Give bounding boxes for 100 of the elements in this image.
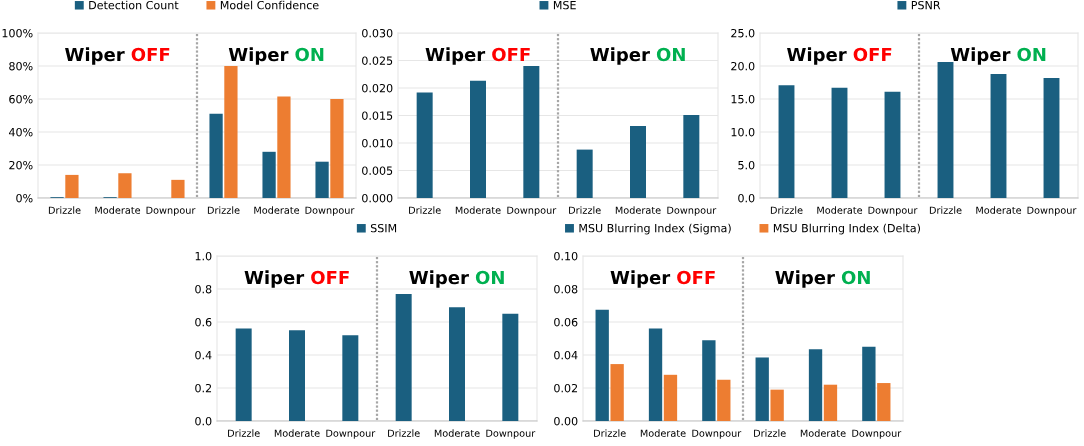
y-tick-label: 0.08 <box>554 284 578 294</box>
y-tick-label: 10.0 <box>731 127 755 137</box>
x-tick-label: Moderate <box>434 429 480 437</box>
bar <box>470 80 486 198</box>
x-tick-label: Moderate <box>800 429 846 437</box>
x-tick-label: Drizzle <box>228 429 260 437</box>
y-tick-label: 100% <box>2 28 33 38</box>
bar <box>862 346 876 421</box>
y-tick-label: 0.025 <box>362 56 393 65</box>
bar <box>171 179 185 198</box>
x-tick-label: Downpour <box>507 206 557 216</box>
bar <box>118 173 132 198</box>
bar <box>630 125 646 198</box>
x-tick-label: Downpour <box>1027 206 1077 216</box>
bar <box>224 66 238 198</box>
y-tick-label: 0.6 <box>195 317 212 327</box>
x-tick-label: Moderate <box>274 429 320 437</box>
bar <box>823 384 838 421</box>
y-tick-label: 15.0 <box>731 94 755 104</box>
y-tick-label: 0% <box>16 193 33 203</box>
x-tick-label: Drizzle <box>929 206 962 214</box>
y-tick-label: 5.0 <box>738 160 755 170</box>
bar <box>289 330 305 421</box>
annotation: Wiper ON <box>590 47 685 65</box>
x-tick-label: Moderate <box>95 206 141 214</box>
bar <box>235 328 252 421</box>
annotation: Wiper ON <box>409 270 504 288</box>
x-tick-label: Drizzle <box>409 206 441 214</box>
y-tick-label: 0.005 <box>362 166 393 175</box>
bar <box>717 379 731 421</box>
y-tick-label: 0.0 <box>738 193 755 203</box>
bar <box>330 99 344 198</box>
bar <box>755 357 769 421</box>
y-tick-label: 20% <box>9 160 33 170</box>
y-tick-label: 40% <box>8 127 33 137</box>
bar <box>449 307 465 421</box>
y-tick-label: 0.06 <box>554 317 578 327</box>
x-tick-label: Downpour <box>852 429 902 439</box>
bar <box>595 309 609 421</box>
y-tick-label: 60% <box>9 94 33 104</box>
bar <box>683 114 700 198</box>
y-tick-label: 0.04 <box>554 350 578 360</box>
x-tick-label: Drizzle <box>770 206 803 214</box>
x-tick-label: Drizzle <box>754 429 786 437</box>
y-tick-label: 0.4 <box>195 350 212 360</box>
y-tick-label: 20.0 <box>731 61 755 71</box>
y-tick-label: 0.020 <box>362 83 393 93</box>
bar <box>262 151 276 198</box>
legend-label: PSNR <box>911 0 941 10</box>
bar <box>342 335 359 421</box>
bar <box>610 364 624 421</box>
annotation: Wiper ON <box>775 270 870 288</box>
annotation: Wiper ON <box>228 47 324 65</box>
x-tick-label: Drizzle <box>207 206 240 214</box>
annotation: Wiper ON <box>950 47 1046 65</box>
y-tick-label: 0.015 <box>362 111 393 120</box>
annotation: Wiper OFF <box>425 47 530 65</box>
y-tick-label: 1.0 <box>195 251 212 261</box>
bar <box>770 389 784 421</box>
x-tick-label: Downpour <box>326 429 376 439</box>
x-tick-label: Drizzle <box>388 429 420 437</box>
x-tick-label: Drizzle <box>48 206 81 214</box>
y-tick-label: 0.02 <box>554 383 578 393</box>
legend-label: MSU Blurring Index (Delta) <box>773 223 920 235</box>
bar <box>702 340 716 421</box>
legend-label: Model Confidence <box>220 0 319 10</box>
bar <box>395 293 412 421</box>
bar <box>315 161 329 198</box>
y-tick-label: 0.2 <box>195 383 212 393</box>
bar <box>209 113 223 198</box>
y-tick-label: 0.0 <box>195 416 212 426</box>
x-tick-label: Downpour <box>486 429 536 439</box>
x-tick-label: Drizzle <box>594 429 626 437</box>
y-tick-label: 0.000 <box>362 193 393 203</box>
bar <box>877 383 891 421</box>
y-tick-label: 25.0 <box>731 28 755 38</box>
y-tick-label: 0.010 <box>362 138 393 148</box>
x-tick-label: Moderate <box>817 206 863 214</box>
bar <box>523 66 540 198</box>
bar <box>808 349 823 421</box>
bar <box>277 96 291 198</box>
x-tick-label: Moderate <box>254 206 300 214</box>
bar <box>1043 77 1060 198</box>
bar <box>648 328 663 421</box>
x-tick-label: Moderate <box>640 429 686 437</box>
x-tick-label: Downpour <box>146 206 196 216</box>
legend-label: MSE <box>553 0 576 10</box>
legend-label: SSIM <box>370 223 397 233</box>
bar <box>884 91 901 198</box>
bar <box>65 174 79 198</box>
y-tick-label: 0.00 <box>554 416 578 426</box>
x-tick-label: Downpour <box>667 206 717 216</box>
x-tick-label: Downpour <box>305 206 355 216</box>
legend-label: MSU Blurring Index (Sigma) <box>579 223 731 235</box>
x-tick-label: Downpour <box>868 206 918 216</box>
bar <box>990 73 1007 198</box>
bar <box>778 85 795 198</box>
bar <box>663 374 678 421</box>
y-tick-label: 0.10 <box>554 251 578 261</box>
y-tick-label: 0.8 <box>195 284 212 294</box>
